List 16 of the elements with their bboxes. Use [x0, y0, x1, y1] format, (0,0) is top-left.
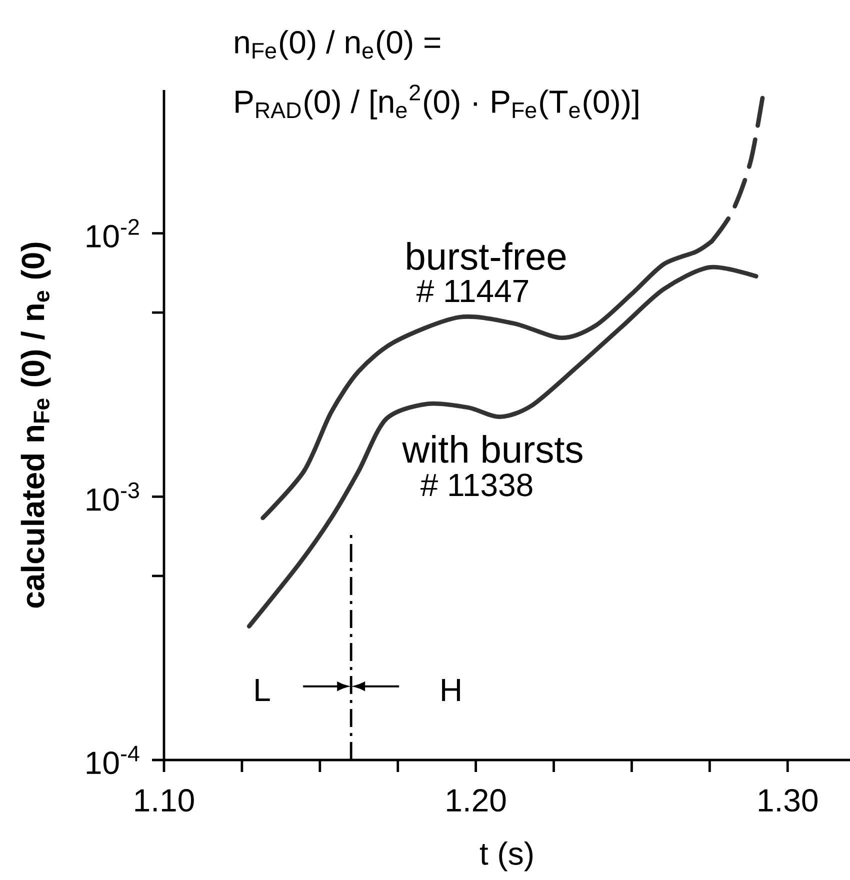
y-tick-label: 10$^{-4}$	[86, 746, 140, 774]
annotation: L	[256, 678, 270, 702]
series-label: burst-free	[407, 242, 566, 270]
series-label: with bursts	[402, 435, 582, 463]
annotation: # 11447	[416, 280, 528, 302]
annotation: H	[442, 678, 460, 702]
chart-title: n$_{Fe}$(0) / n$_{e}$(0) =	[235, 30, 440, 60]
y-tick-label: 10$^{-3}$	[86, 482, 139, 511]
x-tick-label: 1.20	[447, 789, 506, 812]
x-tick-label: 1.10	[135, 789, 194, 812]
x-axis-title: t (s)	[480, 841, 533, 872]
annotation: # 11338	[420, 474, 532, 496]
y-axis-title: calculated n$_{Fe}$ (0) / n$_{e}$ (0)	[20, 242, 51, 608]
x-tick-label: 1.30	[758, 789, 818, 812]
y-tick-label: 10$^{-2}$	[86, 219, 139, 248]
text: P$_{RAD}$(0) / [n$_{e}$$^{2}$(0) · P$_{Fe}$(T$_{e}$(0))]	[236, 84, 638, 120]
